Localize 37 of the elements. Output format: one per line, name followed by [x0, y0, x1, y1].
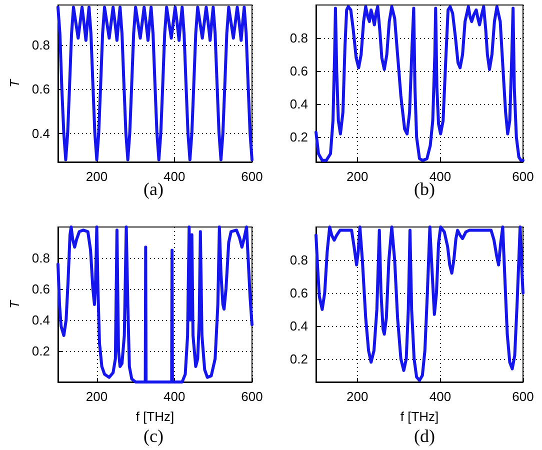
y-tick-label: 0.6: [290, 64, 308, 79]
y-tick-label: 0.6: [32, 282, 50, 296]
y-tick-label: 0.8: [290, 30, 308, 46]
y-tick-label: 0.2: [290, 130, 308, 145]
line-series: [314, 226, 524, 382]
x-tick-label: 400: [164, 169, 186, 184]
text: (a): [144, 179, 164, 199]
x-axis-title: f [THz]: [400, 409, 439, 424]
line-series: [56, 6, 254, 162]
x-axis-title: f [THz]: [136, 409, 174, 424]
x-tick-label: 400: [164, 389, 186, 404]
x-tick-label: 200: [86, 169, 108, 184]
y-tick-label: 0.2: [32, 344, 50, 358]
y-tick-label: 0.4: [290, 318, 308, 334]
y-axis-title: T: [7, 299, 22, 308]
y-tick-label: 0.6: [32, 82, 50, 97]
y-tick-label: 0.2: [290, 351, 308, 366]
line-series: [56, 226, 254, 384]
x-tick-label: 600: [241, 169, 263, 184]
x-tick-label: 200: [346, 389, 368, 404]
y-tick-label: 0.4: [32, 312, 50, 328]
line-series: [314, 5, 524, 162]
y-tick-label: 0.8: [290, 252, 308, 268]
x-tick-label: 600: [241, 389, 263, 404]
x-tick-label: 200: [346, 169, 368, 184]
x-tick-label: 600: [512, 389, 534, 404]
y-tick-label: 0.4: [290, 96, 308, 112]
x-tick-label: 600: [512, 169, 534, 184]
x-tick-label: 200: [86, 389, 108, 404]
y-tick-label: 0.6: [290, 285, 308, 300]
y-tick-label: 0.8: [32, 37, 50, 52]
y-tick-label: 0.4: [32, 126, 50, 141]
text: (c): [144, 426, 164, 446]
y-tick-label: 0.8: [32, 250, 50, 266]
y-axis-title: T: [7, 78, 22, 88]
text: (d): [414, 426, 435, 446]
x-tick-label: 400: [429, 389, 452, 404]
